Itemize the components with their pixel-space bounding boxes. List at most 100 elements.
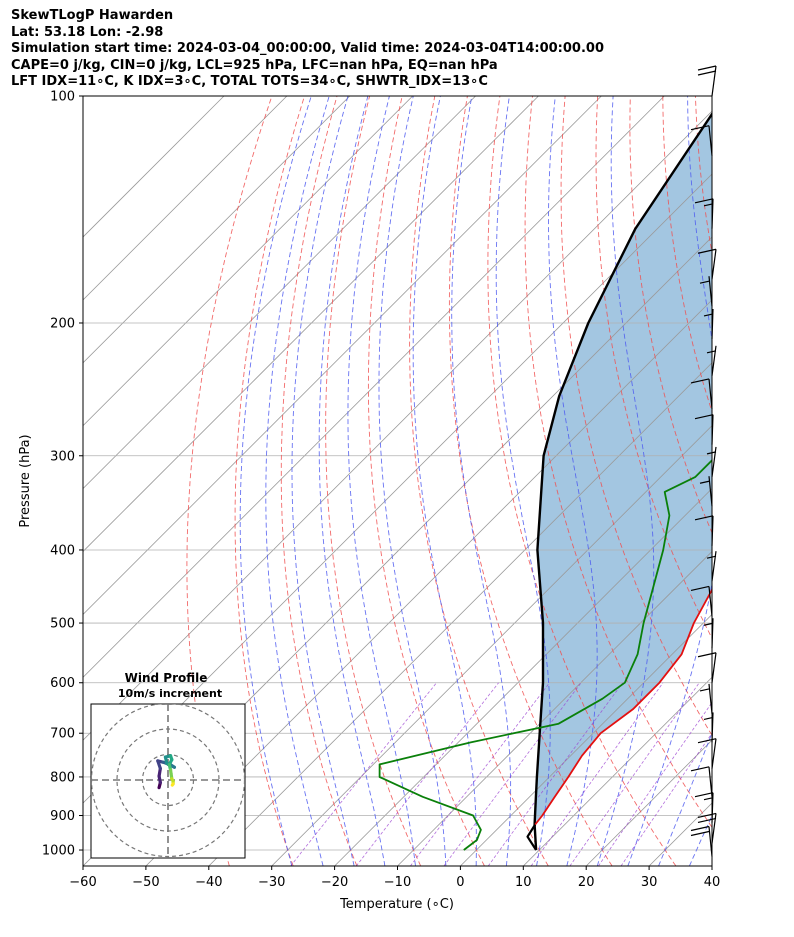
- barb-flag: [694, 792, 714, 798]
- isotherm: [83, 96, 665, 678]
- barb-flag: [694, 414, 714, 420]
- wind-barb: [694, 515, 714, 546]
- dry-adiabat: [325, 96, 422, 866]
- moist-adiabat: [627, 96, 712, 866]
- barb-flag: [697, 817, 717, 823]
- barb-half-flag: [706, 350, 717, 354]
- barb-staff: [708, 378, 713, 409]
- wind-barb: [694, 198, 714, 229]
- moist-adiabat: [347, 96, 416, 866]
- barb-flag: [690, 585, 710, 592]
- barb-staff: [711, 345, 717, 376]
- isotherm: [271, 425, 712, 866]
- wind-barb: [697, 248, 717, 280]
- wind-barb: [697, 738, 717, 769]
- wind-barb: [690, 766, 713, 797]
- moist-adiabat: [596, 96, 655, 866]
- wind-barb: [703, 712, 714, 743]
- x-tick-label: −10: [384, 875, 411, 890]
- isotherm: [208, 362, 712, 866]
- barb-staff: [711, 414, 714, 445]
- barb-flag: [694, 515, 714, 521]
- mixing-ratio-line: [569, 682, 700, 866]
- barb-half-flag: [703, 797, 714, 801]
- wind-barb: [703, 618, 714, 649]
- isotherm: [83, 96, 602, 615]
- mixing-ratio-line: [355, 682, 499, 866]
- x-tick-label: 40: [704, 875, 721, 890]
- moist-adiabat: [318, 96, 386, 866]
- mixing-ratio-line: [290, 682, 437, 866]
- barb-flag: [697, 248, 717, 254]
- moist-adiabat: [548, 96, 598, 866]
- dry-adiabat: [595, 96, 712, 640]
- hodograph-segment: [170, 782, 175, 787]
- wind-barb: [699, 683, 713, 715]
- barb-staff: [711, 249, 717, 280]
- isotherm: [83, 96, 288, 301]
- barb-half-flag: [699, 280, 710, 284]
- barb-staff: [708, 476, 713, 507]
- dewpoint-profile-line: [378, 459, 712, 851]
- barb-flag: [697, 738, 717, 744]
- dry-adiabat: [280, 96, 358, 866]
- x-tick-label: 30: [641, 875, 658, 890]
- y-axis-label: Pressure (hPa): [18, 434, 33, 527]
- barb-flag: [690, 766, 710, 772]
- barb-staff: [708, 683, 713, 715]
- mixing-ratio-line: [487, 682, 624, 866]
- barb-half-flag: [706, 451, 717, 455]
- wind-barb: [699, 276, 713, 307]
- barb-staff: [711, 446, 717, 477]
- dry-adiabat: [662, 96, 712, 414]
- barb-half-flag: [706, 555, 717, 559]
- hodograph-plot: [91, 704, 245, 858]
- barb-staff: [708, 586, 713, 617]
- y-tick-label: 1000: [42, 844, 75, 859]
- chart-title: SkewTLogP Hawarden: [11, 8, 174, 23]
- x-tick-label: 0: [456, 875, 464, 890]
- dry-adiabat: [367, 96, 485, 866]
- barb-staff: [708, 276, 713, 307]
- isotherm: [83, 96, 351, 364]
- moist-adiabat: [658, 731, 712, 866]
- wind-barb: [697, 65, 717, 97]
- barb-half-flag: [703, 716, 714, 721]
- wind-barb: [697, 812, 717, 844]
- barb-staff: [711, 515, 714, 546]
- isotherm: [83, 96, 225, 238]
- isotherm: [711, 865, 712, 866]
- barb-half-flag: [703, 203, 714, 207]
- mixing-ratio-line: [620, 732, 712, 866]
- moist-adiabat: [265, 96, 330, 866]
- dry-adiabat: [487, 96, 677, 866]
- wind-barb: [697, 652, 717, 683]
- barb-flag: [697, 652, 717, 658]
- indices-line-2: LFT IDX=11∘C, K IDX=3∘C, TOTAL TOTS=34∘C…: [11, 74, 488, 89]
- isotherm: [523, 676, 712, 866]
- y-tick-label: 900: [50, 809, 75, 824]
- isotherm: [397, 550, 712, 866]
- wind-barb: [690, 825, 713, 857]
- y-tick-label: 500: [50, 617, 75, 632]
- barb-staff: [708, 826, 713, 857]
- dry-adiabat: [761, 96, 794, 866]
- barb-flag: [697, 812, 717, 818]
- barb-flag: [697, 70, 717, 76]
- isotherm: [83, 96, 413, 427]
- x-tick-label: −50: [132, 875, 159, 890]
- dry-adiabat: [409, 96, 549, 866]
- mixing-ratio-line: [410, 682, 550, 866]
- indices-line-1: CAPE=0 j/kg, CIN=0 j/kg, LCL=925 hPa, LF…: [11, 57, 498, 73]
- dry-adiabat: [728, 96, 794, 866]
- wind-barb: [706, 446, 717, 477]
- wind-barb: [694, 792, 714, 823]
- moist-adiabat: [451, 96, 512, 866]
- location-line: Lat: 53.18 Lon: -2.98: [11, 24, 164, 40]
- y-tick-label: 700: [50, 727, 75, 742]
- x-tick-label: −30: [258, 875, 285, 890]
- barb-flag: [690, 825, 710, 832]
- y-tick-label: 100: [50, 90, 75, 105]
- dry-adiabat: [524, 96, 712, 829]
- mixing-ratio-line: [598, 701, 712, 866]
